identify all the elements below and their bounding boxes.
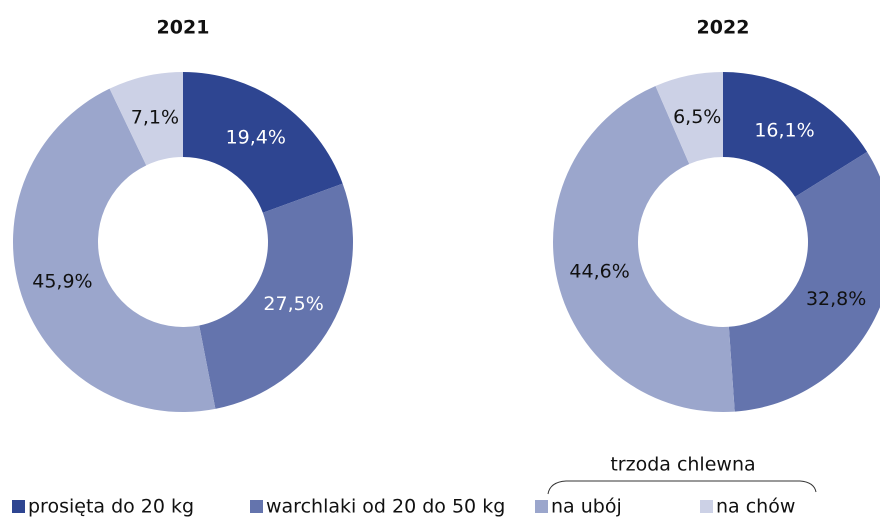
legend-swatch (250, 500, 263, 513)
value-label: 44,6% (569, 261, 629, 283)
chart-title: 2021 (157, 17, 210, 39)
slice (109, 72, 183, 166)
slice (199, 183, 353, 409)
value-label: 7,1% (131, 107, 179, 129)
slice (728, 151, 880, 412)
chart-title: 2022 (697, 17, 750, 39)
slice (655, 72, 723, 164)
slice (553, 85, 735, 412)
legend-swatch (12, 500, 25, 513)
value-label: 16,1% (754, 119, 814, 141)
legend-swatch (535, 500, 548, 513)
legend-label: warchlaki od 20 do 50 kg (266, 496, 505, 518)
value-label: 19,4% (226, 126, 286, 148)
value-label: 27,5% (263, 293, 323, 315)
slice (12, 88, 216, 413)
legend-label: na chów (716, 496, 795, 518)
group-bracket (547, 480, 817, 495)
value-label: 32,8% (806, 288, 866, 310)
value-label: 6,5% (673, 106, 721, 128)
legend-swatch (700, 500, 713, 513)
legend-label: prosięta do 20 kg (28, 496, 194, 518)
group-label: trzoda chlewna (610, 454, 755, 476)
slice (183, 72, 343, 213)
value-label: 45,9% (32, 270, 92, 292)
legend-label: na ubój (551, 496, 622, 518)
slice (723, 72, 868, 197)
